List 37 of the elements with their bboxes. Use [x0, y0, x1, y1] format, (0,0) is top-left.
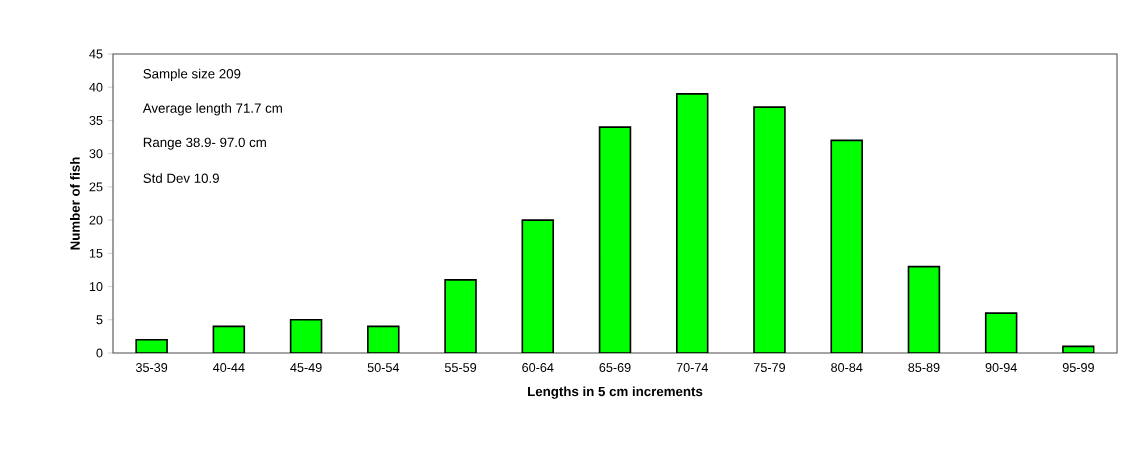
- y-tick-label: 5: [96, 315, 103, 325]
- y-tick-label: 15: [89, 248, 103, 258]
- x-tick-label: 40-44: [213, 363, 245, 372]
- x-tick-label: 85-89: [908, 363, 940, 372]
- y-tick-label: 20: [89, 215, 103, 225]
- y-tick-label: 40: [89, 82, 103, 92]
- bar: [830, 139, 863, 353]
- x-tick-label: 55-59: [444, 363, 477, 372]
- x-tick-label: 75-79: [753, 363, 785, 372]
- x-tick-label: 65-69: [599, 363, 631, 372]
- bar: [907, 265, 941, 353]
- y-tick-label: 25: [89, 182, 103, 192]
- annotation: Std Dev 10.9: [143, 173, 219, 183]
- bar: [521, 219, 555, 353]
- x-tick-label: 50-54: [367, 363, 400, 372]
- bar: [598, 126, 632, 353]
- annotation: Range 38.9- 97.0 cm: [143, 137, 266, 150]
- bar: [444, 279, 477, 353]
- x-tick-label: 60-64: [522, 363, 554, 372]
- bar: [675, 93, 709, 353]
- x-tick-label: 70-74: [676, 363, 708, 372]
- y-tick-label: 35: [89, 115, 103, 125]
- x-tick-label: 80-84: [831, 363, 863, 372]
- bar: [753, 106, 786, 353]
- y-tick-label: 0: [96, 348, 103, 358]
- y-axis-title: Number of fish: [70, 157, 80, 250]
- x-tick-label: 90-94: [985, 363, 1017, 372]
- x-tick-label: 35-39: [135, 363, 168, 372]
- y-tick-label: 45: [89, 49, 103, 59]
- x-axis-title: Lengths in 5 cm increments: [528, 386, 703, 399]
- bar: [289, 318, 323, 353]
- x-tick-label: 95-99: [1062, 363, 1094, 372]
- annotation: Sample size 209: [143, 68, 241, 82]
- annotation: Average length 71.7 cm: [142, 103, 282, 116]
- y-tick-label: 10: [89, 282, 103, 292]
- y-tick-label: 30: [89, 149, 103, 159]
- x-tick-label: 45-49: [290, 363, 322, 372]
